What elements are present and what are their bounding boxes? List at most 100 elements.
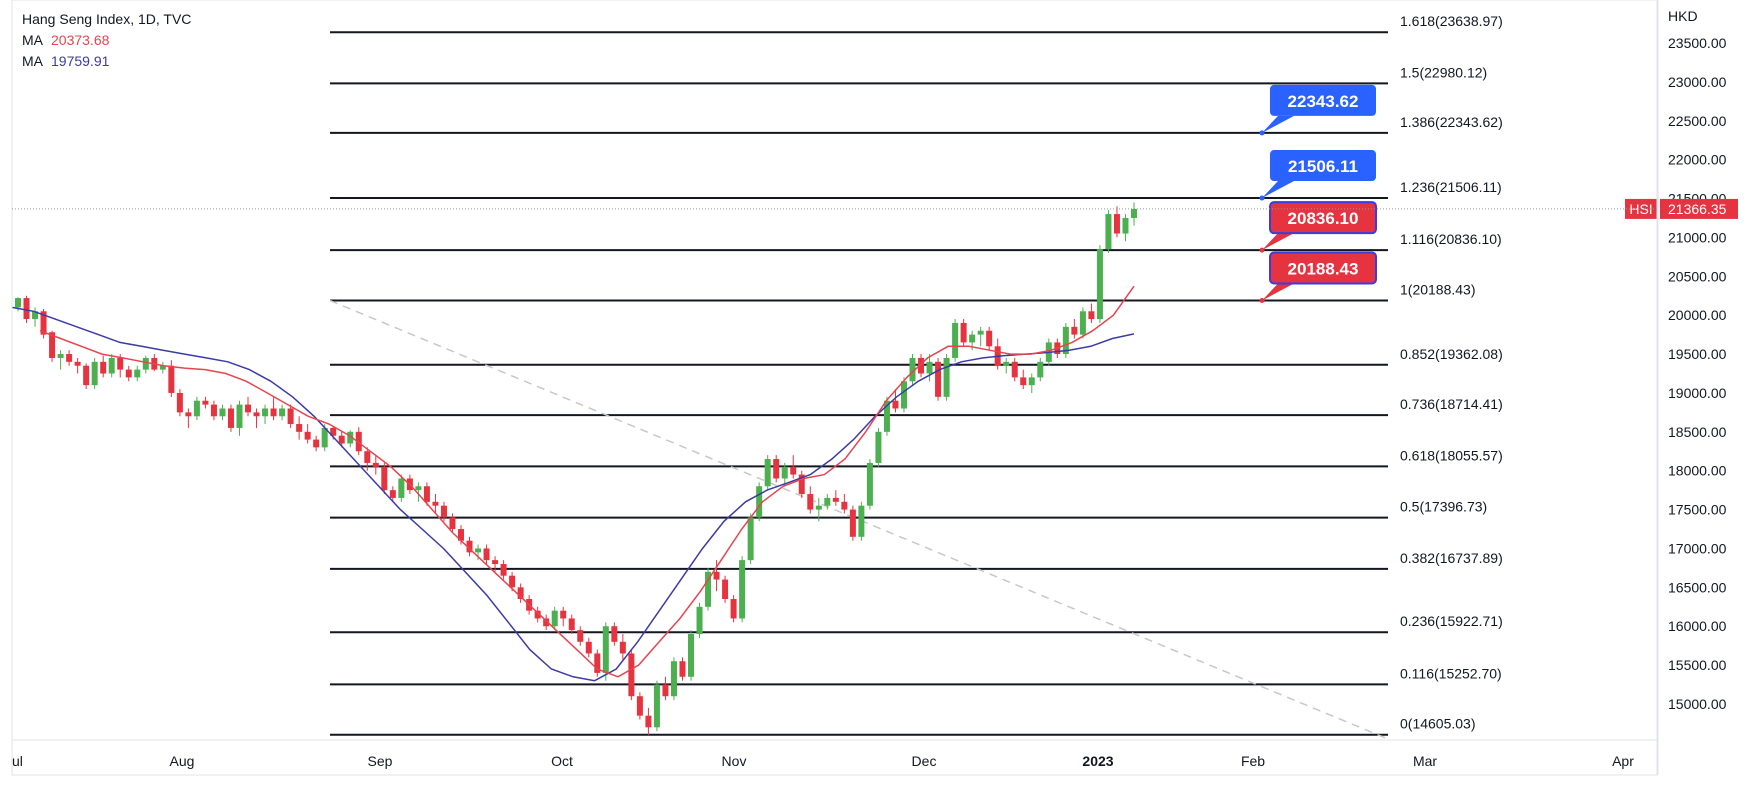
candle-body — [824, 497, 831, 506]
candle-body — [900, 381, 907, 409]
candle-body — [1062, 326, 1069, 355]
price-tick: 18000.00 — [1668, 463, 1727, 479]
candle-body — [457, 529, 464, 541]
callout-21506.11[interactable]: 21506.11 — [1259, 150, 1377, 201]
candle-body — [918, 357, 925, 374]
callout-box — [1269, 251, 1377, 285]
candle-body — [952, 322, 959, 358]
candle-body — [389, 490, 396, 498]
candle-body — [798, 474, 805, 495]
candle-body — [40, 311, 47, 335]
candle-body — [466, 540, 473, 553]
candle-body — [1105, 214, 1112, 250]
candle-body — [986, 330, 993, 347]
callout-pointer — [1262, 233, 1294, 251]
ma-fast-label: MA — [22, 32, 43, 48]
candle-body — [1079, 311, 1086, 335]
dashed-trend-line — [329, 299, 1389, 740]
price-tick: 19000.00 — [1668, 385, 1727, 401]
candle-body — [662, 684, 669, 697]
callout-label: 20836.10 — [1288, 209, 1359, 228]
legend-title: Hang Seng Index, 1D, TVC — [22, 11, 192, 27]
time-tick: Dec — [912, 753, 937, 769]
candle-body — [688, 634, 695, 677]
legend-ma-slow: MA 19759.91 — [22, 51, 191, 72]
callout-anchor — [1259, 247, 1265, 253]
candle-body — [594, 653, 601, 673]
time-axis[interactable]: ul Aug Sep Oct Nov Dec 2023 Feb Mar Apr — [12, 753, 1634, 769]
time-tick: Aug — [170, 753, 195, 769]
candle-body — [23, 298, 30, 320]
callout-anchor — [1259, 298, 1265, 304]
candle-body — [807, 494, 814, 510]
candle-body — [210, 404, 217, 417]
price-axis[interactable]: HKD 15000.00 15500.00 16000.00 16500.00 17000… — [1625, 8, 1738, 712]
candle-body — [330, 427, 337, 436]
candle-body — [117, 357, 124, 370]
candle-body — [304, 431, 311, 440]
candle-body — [960, 322, 967, 343]
candle-body — [219, 408, 226, 417]
candle-body — [977, 330, 984, 335]
candle-body — [713, 571, 720, 580]
candle-body — [969, 334, 976, 343]
candle-body — [1020, 377, 1027, 386]
candle-body — [483, 548, 490, 561]
candle-body — [134, 369, 141, 378]
ma-fast-value: 20373.68 — [51, 32, 110, 48]
fib-label: 1(20188.43) — [1400, 282, 1476, 298]
candle-body — [841, 501, 848, 510]
candle-body — [74, 361, 81, 366]
price-tick: 19500.00 — [1668, 346, 1727, 362]
candle-body — [773, 459, 780, 479]
candle-body — [296, 424, 303, 432]
candle-body — [670, 661, 677, 697]
candle-body — [781, 466, 788, 479]
ma-slow-value: 19759.91 — [51, 53, 110, 69]
fib-label: 0.5(17396.73) — [1400, 499, 1487, 515]
candle-body — [1011, 361, 1018, 378]
candle-body — [227, 408, 234, 428]
candle-body — [875, 431, 882, 463]
fib-label: 1.236(21506.11) — [1400, 179, 1502, 195]
fib-label: 0.236(15922.71) — [1400, 613, 1503, 629]
callout-22343.62[interactable]: 22343.62 — [1259, 84, 1377, 136]
time-tick: ul — [12, 753, 23, 769]
candle-body — [858, 505, 865, 537]
candle-body — [100, 361, 107, 374]
candle-body — [398, 478, 405, 498]
candle-body — [943, 357, 950, 397]
current-price-tag — [1660, 198, 1738, 219]
price-tick: 15500.00 — [1668, 657, 1727, 673]
candle-body — [492, 560, 499, 565]
candle-body — [423, 486, 430, 502]
fib-label: 1.618(23638.97) — [1400, 13, 1503, 29]
time-tick: 2023 — [1082, 753, 1113, 769]
candle-body — [551, 610, 558, 627]
candle-body — [517, 587, 524, 600]
callout-20188.43[interactable]: 20188.43 — [1259, 251, 1377, 304]
candle-body — [560, 610, 567, 619]
ma-fast-line — [39, 285, 1135, 678]
candle-body — [66, 354, 73, 362]
ma-slow-line — [11, 306, 1135, 682]
price-callouts[interactable]: 22343.62 21506.11 20836.10 20188.43 — [1259, 84, 1377, 304]
candle-body — [696, 606, 703, 635]
candle-body — [679, 661, 686, 677]
callout-20836.10[interactable]: 20836.10 — [1259, 201, 1377, 253]
candle-body — [832, 497, 839, 502]
candle-body — [585, 641, 592, 654]
plot-frame — [11, 0, 1658, 776]
candle-body — [849, 509, 856, 537]
candle-body — [372, 462, 379, 467]
candle-body — [1071, 326, 1078, 335]
candle-body — [500, 564, 507, 576]
candle-body — [364, 451, 371, 463]
candle-body — [1028, 377, 1035, 386]
time-tick: Nov — [722, 753, 747, 769]
candle-body — [543, 618, 550, 627]
price-tick: 17000.00 — [1668, 540, 1727, 556]
candle-body — [1037, 361, 1044, 378]
time-tick: Apr — [1612, 753, 1634, 769]
